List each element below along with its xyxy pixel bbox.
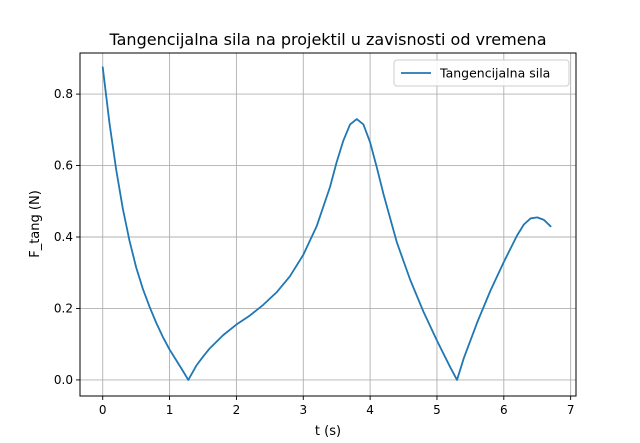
series-layer [101,66,552,381]
grid [80,53,576,396]
plot-frame [79,52,577,397]
x-tick-label: 4 [366,403,374,417]
x-tick-label: 0 [99,403,107,417]
x-tick-label: 6 [500,403,508,417]
series-line [101,66,552,381]
y-tick-label: 0.6 [54,159,73,173]
chart-title: Tangencijalna sila na projektil u zavisn… [109,30,547,49]
legend-box [393,59,570,87]
ticks: 0 1 2 3 4 5 6 7 0.0 0.2 0.4 0.6 0.8 [54,87,575,417]
y-axis-label: F_tang (N) [28,190,43,258]
legend-label: Tangencijalna sila [439,66,550,81]
x-tick-label: 2 [233,403,241,417]
y-tick-label: 0.4 [54,230,73,244]
x-tick-label: 1 [166,403,174,417]
x-tick-label: 5 [433,403,441,417]
x-tick-label: 3 [299,403,307,417]
x-tick-label: 7 [567,403,575,417]
y-tick-label: 0.2 [54,301,73,315]
y-tick-label: 0.8 [54,87,73,101]
x-axis-label: t (s) [315,424,341,439]
legend: Tangencijalna sila [393,59,570,87]
y-tick-label: 0.0 [54,373,73,387]
